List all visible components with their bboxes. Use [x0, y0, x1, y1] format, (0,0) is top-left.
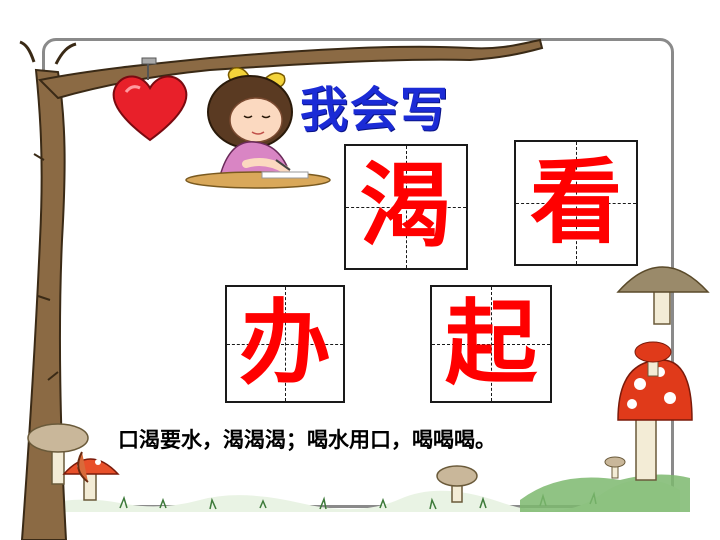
character-grid-1: 渴: [344, 144, 468, 270]
grid-horizontal-dashed: [432, 344, 550, 345]
character-ban: 办: [238, 290, 331, 397]
mushrooms-right: [436, 266, 710, 503]
character-grid-3: 办: [225, 285, 345, 403]
mushrooms-left: [27, 423, 120, 501]
heart: [112, 57, 188, 142]
rhyme-text: 口渴要水，渴渴渴；喝水用口，喝喝喝。: [118, 428, 496, 452]
grid-horizontal-dashed: [346, 207, 466, 208]
tree-branch: [19, 38, 544, 540]
page-title: 我会写: [300, 82, 451, 138]
grid-horizontal-dashed: [516, 203, 636, 204]
grass: [40, 474, 690, 512]
character-ke: 渴: [359, 153, 452, 260]
character-grid-2: 看: [514, 140, 638, 266]
character-qi: 起: [444, 290, 537, 397]
character-grid-4: 起: [430, 285, 552, 403]
grid-horizontal-dashed: [227, 344, 343, 345]
character-kan: 看: [529, 149, 622, 256]
girl-writing: [185, 66, 331, 189]
